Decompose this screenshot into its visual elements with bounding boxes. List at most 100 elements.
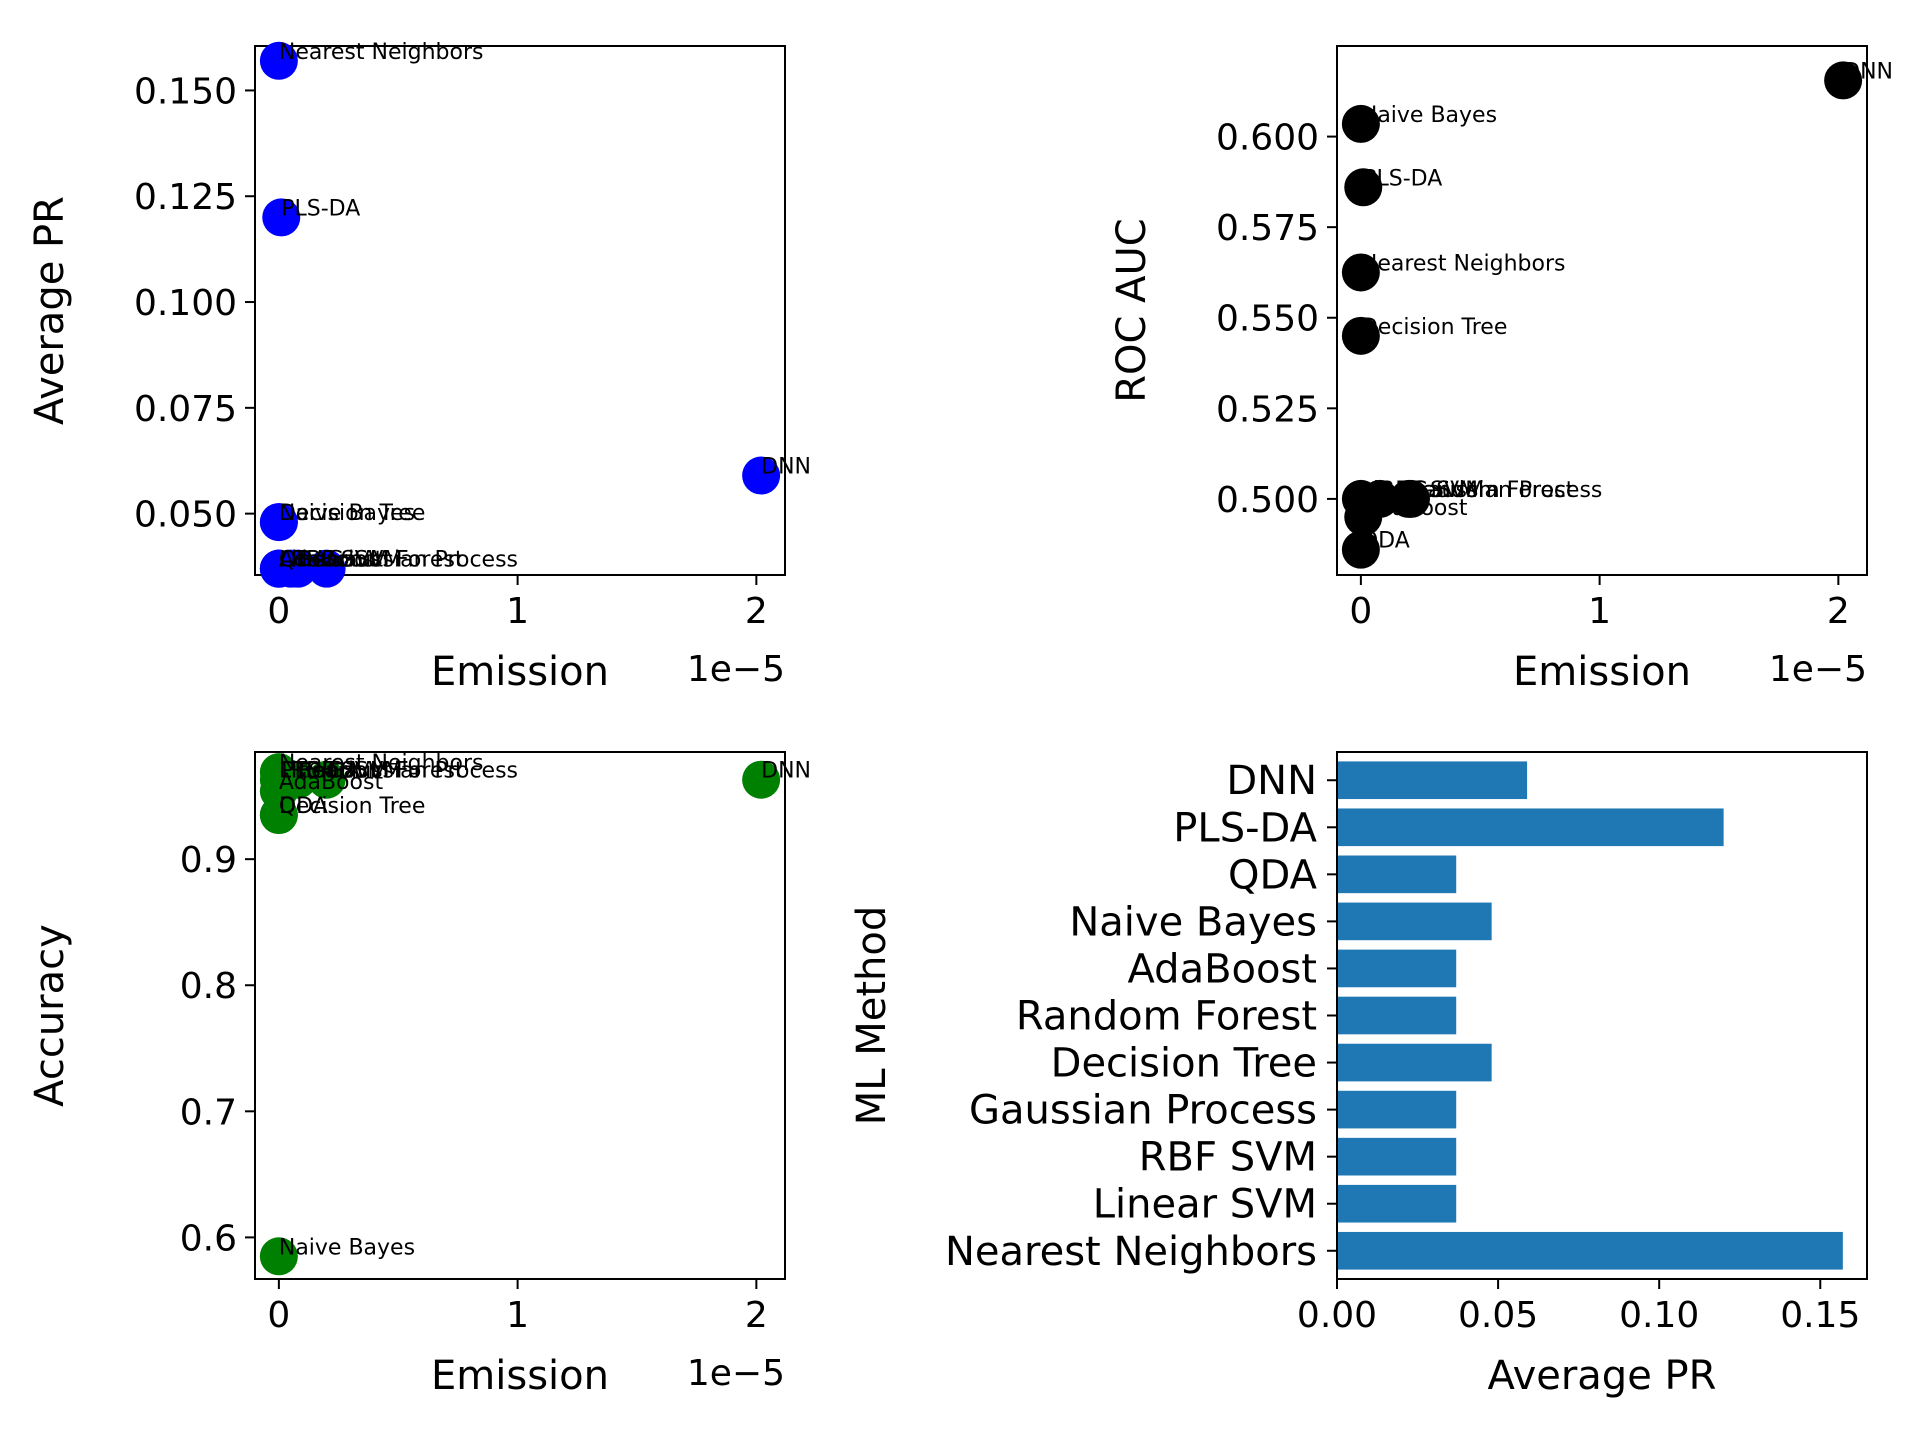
- category-label-qda: QDA: [1228, 852, 1318, 898]
- bar-adaboost: [1337, 949, 1457, 988]
- point-label-linear-svm: Linear SVM: [1361, 478, 1484, 503]
- point-naive-bayes: [1341, 104, 1380, 143]
- point-label-qda: QDA: [279, 548, 328, 573]
- point-label-adaboost: AdaBoost: [279, 548, 384, 573]
- x-tick-label: 0.15: [1780, 1295, 1860, 1336]
- point-adaboost: [1344, 498, 1383, 537]
- point-naive-bayes: [259, 503, 298, 542]
- scatter-average-pr-vs-emission: 0 1 2 0.050 0.075 0.100 0.125 0.150 Emission 1e−5…: [27, 40, 811, 695]
- x-tick-label: 2: [745, 1295, 768, 1336]
- point-label-gaussian-process: Gaussian Process: [327, 759, 518, 784]
- y-tick-label: 0.500: [1216, 480, 1319, 521]
- point-label-decision-tree: Decision Tree: [1361, 315, 1508, 340]
- point-pls-da: [1344, 168, 1383, 207]
- y-tick-label: 0.075: [134, 389, 237, 430]
- bar-decision-tree: [1337, 1043, 1492, 1082]
- point-label-dnn: DNN: [1843, 59, 1893, 84]
- category-label-adaboost: AdaBoost: [1128, 946, 1317, 992]
- category-label-decision-tree: Decision Tree: [1051, 1041, 1317, 1087]
- category-label-pls-da: PLS-DA: [1173, 805, 1317, 851]
- point-label-linear-svm: Linear SVM: [279, 759, 402, 784]
- point-label-decision-tree: Decision Tree: [279, 794, 426, 819]
- x-tick-label: 2: [1827, 591, 1850, 632]
- category-label-naive-bayes: Naive Bayes: [1069, 899, 1317, 945]
- x-tick-label: 2: [745, 591, 768, 632]
- point-label-decision-tree: Decision Tree: [279, 501, 426, 526]
- point-dnn: [742, 760, 781, 799]
- point-label-dnn: DNN: [761, 759, 811, 784]
- x-axis-label: Emission: [1513, 649, 1691, 695]
- x-axis-label: Average PR: [1488, 1353, 1717, 1399]
- y-axis-label: ROC AUC: [1109, 218, 1155, 403]
- point-dnn: [1824, 61, 1863, 100]
- point-label-adaboost: AdaBoost: [1363, 496, 1468, 521]
- point-label-random-forest: Random Forest: [298, 759, 464, 784]
- point-label-naive-bayes: Naive Bayes: [279, 1235, 415, 1260]
- x-tick-label: 0: [267, 591, 290, 632]
- point-gaussian-process: [307, 549, 346, 588]
- x-tick-label: 0.10: [1619, 1295, 1699, 1336]
- x-axis-label: Emission: [431, 1353, 609, 1399]
- plot-frame: [254, 45, 786, 576]
- x-tick-label: 0.05: [1458, 1295, 1538, 1336]
- y-tick-label: 0.050: [134, 495, 237, 536]
- point-nearest-neighbors: [259, 41, 298, 80]
- point-label-gaussian-process: Gaussian Process: [1411, 478, 1602, 503]
- x-axis-label: Emission: [431, 649, 609, 695]
- y-tick-label: 0.125: [134, 177, 237, 218]
- bar-gaussian-process: [1337, 1090, 1457, 1129]
- plot-frame: [254, 751, 786, 1280]
- y-tick-label: 0.150: [134, 71, 237, 112]
- point-label-linear-svm: Linear SVM: [279, 548, 402, 573]
- category-label-linear-svm: Linear SVM: [1093, 1182, 1317, 1228]
- point-label-naive-bayes: Naive Bayes: [1361, 103, 1497, 128]
- point-pls-da: [262, 760, 301, 799]
- scatter-roc-auc-vs-emission: 0 1 2 0.500 0.525 0.550 0.575 0.600 Emission 1e−5…: [1109, 45, 1893, 695]
- bar-rbf-svm: [1337, 1137, 1457, 1176]
- bar-dnn: [1337, 761, 1528, 800]
- category-label-gaussian-process: Gaussian Process: [969, 1088, 1317, 1134]
- point-label-random-forest: Random Forest: [1409, 478, 1575, 503]
- point-label-dnn: DNN: [761, 455, 811, 480]
- x-tick-label: 0: [267, 1295, 290, 1336]
- point-label-qda: QDA: [279, 794, 328, 819]
- y-axis-label: Accuracy: [27, 924, 73, 1107]
- y-tick-label: 0.550: [1216, 299, 1319, 340]
- x-tick-label: 1: [1588, 591, 1611, 632]
- point-nearest-neighbors: [1341, 253, 1380, 292]
- y-tick-label: 0.600: [1216, 118, 1319, 159]
- y-axis-label: Average PR: [27, 196, 73, 425]
- y-tick-label: 0.575: [1216, 208, 1319, 249]
- category-label-rbf-svm: RBF SVM: [1139, 1135, 1317, 1181]
- point-label-gaussian-process: Gaussian Process: [327, 548, 518, 573]
- point-random-forest: [1389, 479, 1428, 518]
- category-label-dnn: DNN: [1226, 758, 1317, 804]
- x-offset-label: 1e−5: [687, 649, 785, 690]
- point-label-naive-bayes: Naive Bayes: [279, 501, 415, 526]
- point-label-qda: QDA: [1361, 529, 1410, 554]
- point-label-rbf-svm: RBF SVM: [291, 548, 389, 573]
- y-tick-label: 0.8: [180, 966, 237, 1007]
- point-qda: [259, 549, 298, 588]
- point-qda: [1341, 530, 1380, 569]
- bar-pls-da: [1337, 808, 1724, 847]
- x-tick-label: 1: [506, 1295, 529, 1336]
- point-label-random-forest: Random Forest: [298, 548, 464, 573]
- x-offset-label: 1e−5: [1769, 649, 1867, 690]
- point-decision-tree: [1341, 316, 1380, 355]
- bar-nearest-neighbors: [1337, 1231, 1843, 1270]
- x-tick-label: 0: [1349, 591, 1372, 632]
- point-label-nearest-neighbors: Nearest Neighbors: [1361, 251, 1566, 276]
- point-gaussian-process: [307, 760, 346, 799]
- x-tick-label: 1: [506, 591, 529, 632]
- point-naive-bayes: [259, 1237, 298, 1276]
- category-label-random-forest: Random Forest: [1016, 994, 1317, 1040]
- point-label-nearest-neighbors: Nearest Neighbors: [279, 40, 484, 65]
- point-label-rbf-svm: RBF SVM: [291, 759, 389, 784]
- y-tick-label: 0.100: [134, 283, 237, 324]
- point-label-nearest-neighbors: Nearest Neighbors: [279, 751, 484, 776]
- y-tick-label: 0.7: [180, 1092, 237, 1133]
- plot-frame: [1336, 45, 1868, 576]
- point-dnn: [742, 456, 781, 495]
